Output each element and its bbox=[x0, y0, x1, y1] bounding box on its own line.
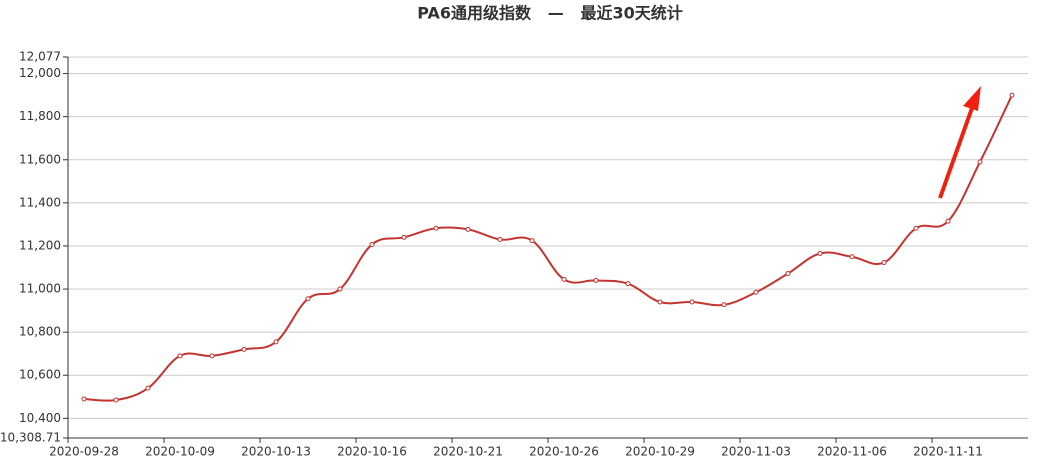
point bbox=[849, 254, 855, 260]
x-tick-label: 2020-10-29 bbox=[625, 445, 695, 459]
x-tick-label: 2020-09-28 bbox=[49, 445, 119, 459]
y-tick-label: 11,600 bbox=[19, 152, 61, 166]
point bbox=[145, 385, 151, 391]
point bbox=[785, 271, 791, 277]
y-tick-label: 10,800 bbox=[19, 325, 61, 339]
point bbox=[913, 225, 919, 231]
point bbox=[209, 353, 215, 359]
line bbox=[83, 94, 1013, 402]
point bbox=[945, 218, 951, 224]
plot: 10,308.71 10,400 10,600 10,800 11,000 11,200 1… bbox=[0, 50, 1028, 459]
point bbox=[625, 281, 631, 287]
point bbox=[273, 339, 279, 345]
point bbox=[433, 225, 439, 231]
point bbox=[1009, 92, 1015, 98]
x-tick-label: 2020-10-16 bbox=[337, 445, 407, 459]
chart-title: PA6通用级指数 — 最近30天统计 bbox=[417, 4, 682, 23]
point bbox=[657, 299, 663, 305]
x-tick-label: 2020-10-21 bbox=[433, 445, 503, 459]
point bbox=[81, 396, 87, 402]
point bbox=[177, 353, 183, 359]
point bbox=[401, 234, 407, 240]
point bbox=[497, 236, 503, 242]
y-tick-label: 12,000 bbox=[19, 66, 61, 80]
point bbox=[241, 346, 247, 352]
point bbox=[561, 276, 567, 282]
point bbox=[753, 289, 759, 295]
y-tick-label: 12,077 bbox=[19, 50, 61, 64]
x-tick-label: 2020-11-06 bbox=[817, 445, 887, 459]
y-tick-label: 11,000 bbox=[19, 282, 61, 296]
x-tick-label: 2020-10-26 bbox=[529, 445, 599, 459]
point bbox=[337, 286, 343, 292]
x-tick-label: 2020-11-11 bbox=[913, 445, 983, 459]
x-tick-label: 2020-10-09 bbox=[145, 445, 215, 459]
y-tick-label: 11,200 bbox=[19, 238, 61, 252]
point bbox=[721, 302, 727, 308]
point bbox=[113, 397, 119, 403]
point bbox=[529, 238, 535, 244]
point bbox=[465, 226, 471, 232]
point bbox=[305, 296, 311, 302]
point bbox=[689, 299, 695, 305]
y-tick-label: 11,400 bbox=[19, 195, 61, 209]
annotation-arrow bbox=[938, 86, 981, 199]
point bbox=[369, 241, 375, 247]
x-tick-label: 2020-10-13 bbox=[241, 445, 311, 459]
y-tick-label: 11,800 bbox=[19, 109, 61, 123]
arrow-head bbox=[963, 86, 981, 111]
y-tick-label: 10,400 bbox=[19, 411, 61, 425]
point bbox=[881, 260, 887, 266]
point bbox=[977, 159, 983, 165]
point bbox=[593, 277, 599, 283]
y-tick-label: 10,308.71 bbox=[0, 431, 61, 445]
x-tick-label: 2020-11-03 bbox=[721, 445, 791, 459]
arrow-shaft bbox=[938, 107, 974, 199]
y-tick-label: 10,600 bbox=[19, 368, 61, 382]
point bbox=[817, 251, 823, 257]
